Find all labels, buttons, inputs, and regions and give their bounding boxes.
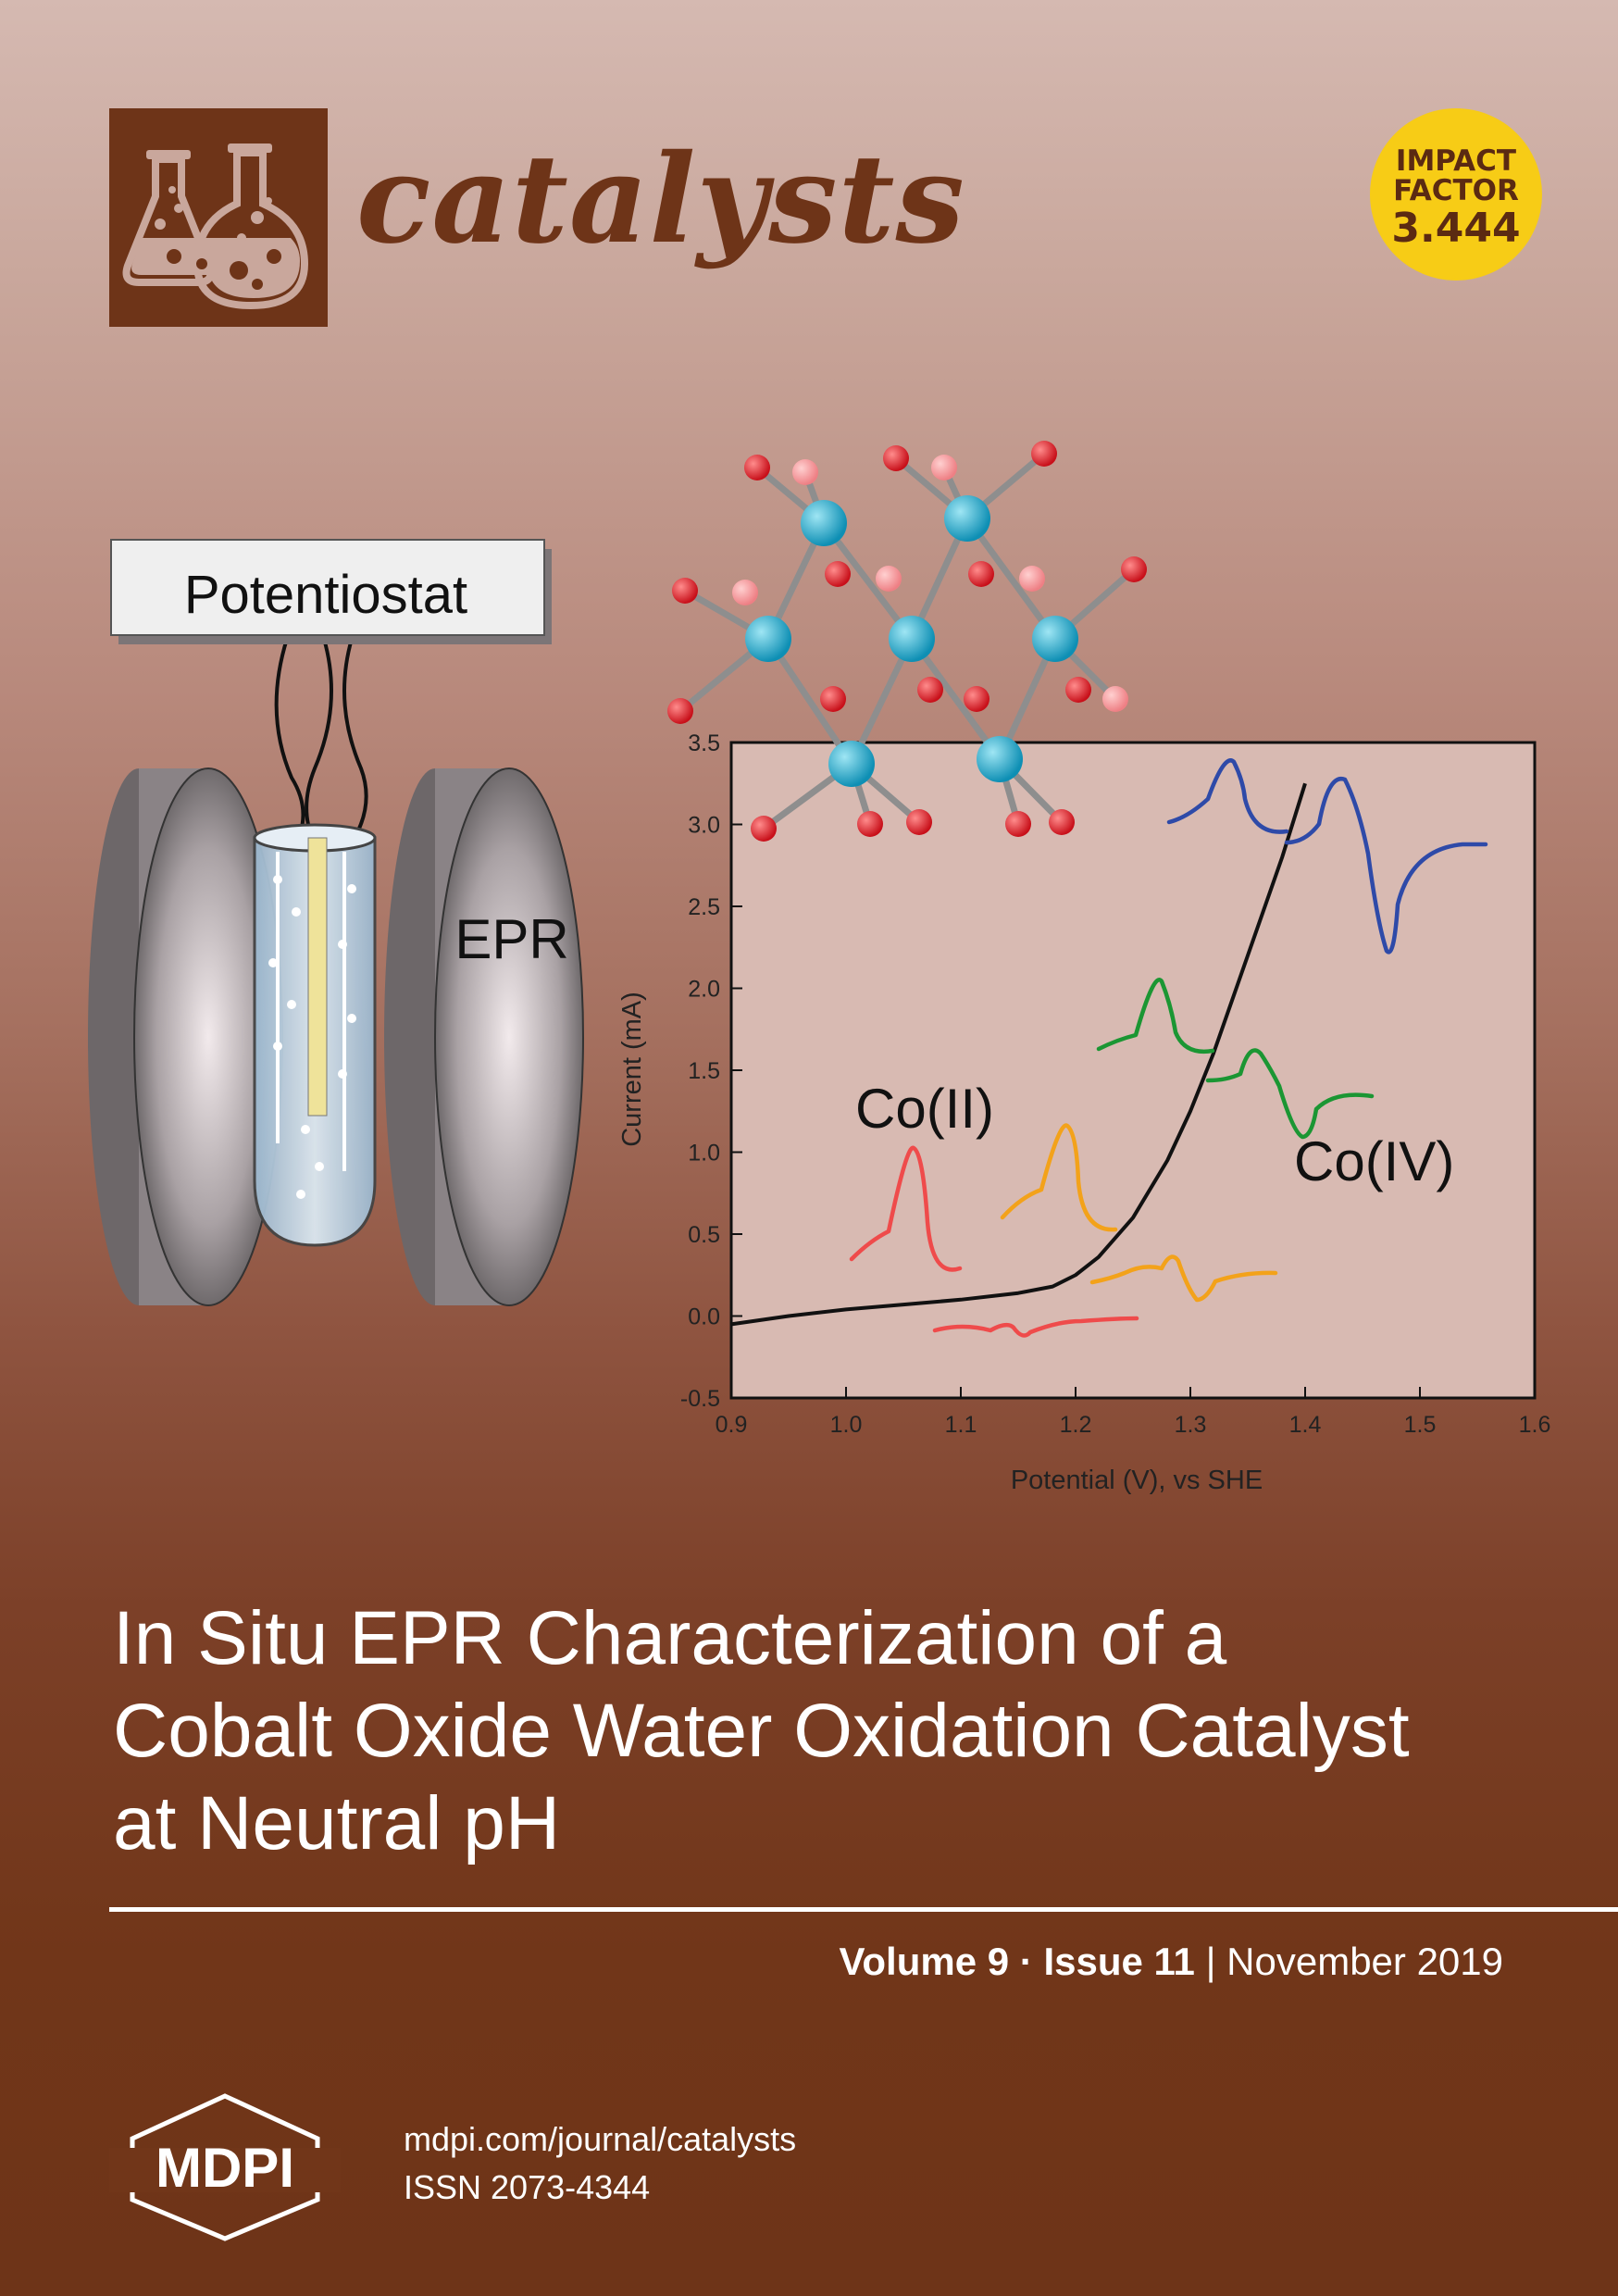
- epr-spectrum-blue-top: [1166, 758, 1289, 834]
- y-tick-label: 0.0: [688, 1304, 720, 1330]
- flask-icon: [122, 144, 309, 310]
- x-tick-label: 1.2: [1060, 1412, 1092, 1438]
- volume-label: Volume 9: [839, 1940, 1010, 1983]
- y-axis-label: Current (mA): [617, 992, 647, 1147]
- epr-magnet-left: [88, 767, 283, 1306]
- issue-bar: |: [1194, 1940, 1227, 1983]
- x-tick-label: 1.6: [1519, 1412, 1551, 1438]
- x-tick-label: 1.0: [830, 1412, 863, 1438]
- y-tick-label: 3.0: [688, 813, 720, 839]
- title-divider: [109, 1907, 1618, 1912]
- journal-name: catalysts: [356, 128, 965, 271]
- x-tick-label: 0.9: [716, 1412, 748, 1438]
- factor-label: FACTOR: [1393, 174, 1519, 207]
- epr-spectrum-green-top: [1096, 978, 1215, 1054]
- cv-chart: 0.9 1.0 1.1 1.2 1.3 1.4 1.5 1.6 -0.5 0.0 0.5 1.0 1.…: [617, 730, 1550, 1495]
- x-tick-label: 1.5: [1404, 1412, 1437, 1438]
- title-line-3: at Neutral pH: [113, 1781, 561, 1866]
- issue-number: Issue 11: [1043, 1940, 1195, 1983]
- epr-spectrum-orange-top: [1000, 1123, 1118, 1232]
- y-tick-label: 2.0: [688, 977, 720, 1003]
- epr-spectrum-green-bottom: [1205, 1048, 1375, 1140]
- article-title: In Situ EPR Characterization of a Cobalt…: [113, 1592, 1557, 1870]
- issn: ISSN 2073-4344: [404, 2168, 651, 2206]
- y-tick-label: 0.5: [688, 1222, 720, 1248]
- co-iv-label: Co(IV): [1294, 1130, 1454, 1192]
- journal-logo: [109, 108, 328, 327]
- epr-spectrum-blue-bottom: [1284, 777, 1488, 955]
- x-axis-label: Potential (V), vs SHE: [1011, 1466, 1263, 1495]
- mdpi-wordmark: MDPI: [156, 2137, 294, 2199]
- potentiostat-label: Potentiostat: [184, 565, 467, 625]
- journal-url[interactable]: mdpi.com/journal/catalysts: [404, 2120, 797, 2158]
- y-tick-label: -0.5: [680, 1386, 720, 1412]
- impact-factor-value: 3.444: [1391, 205, 1521, 252]
- potentiostat-box: [110, 539, 552, 644]
- epr-magnet-right: [384, 767, 584, 1306]
- impact-factor-badge: IMPACT FACTOR 3.444: [1370, 108, 1542, 281]
- x-tick-label: 1.1: [945, 1412, 977, 1438]
- epr-label: EPR: [454, 908, 568, 970]
- epr-spectrum-red-bottom: [932, 1316, 1139, 1338]
- issue-info: Volume 9 · Issue 11 | November 2019: [840, 1940, 1504, 1984]
- impact-label: IMPACT: [1395, 144, 1517, 178]
- cv-series-line: [730, 782, 1307, 1327]
- title-line-1: In Situ EPR Characterization of a: [113, 1596, 1227, 1680]
- cobalt-oxide-structure: [667, 441, 1147, 842]
- mdpi-logo: MDPI: [109, 2093, 341, 2241]
- epr-spectrum-orange-bottom: [1089, 1254, 1278, 1303]
- x-tick-label: 1.4: [1289, 1412, 1322, 1438]
- epr-spectrum-red-top: [849, 1145, 963, 1272]
- y-tick-label: 1.5: [688, 1058, 720, 1084]
- issue-date: November 2019: [1226, 1940, 1503, 1983]
- epr-sample-tube: [253, 823, 377, 1247]
- plot-area: [729, 741, 1537, 1400]
- y-tick-label: 2.5: [688, 894, 720, 920]
- title-line-2: Cobalt Oxide Water Oxidation Catalyst: [113, 1689, 1410, 1773]
- electrode-wires: [274, 638, 368, 854]
- co-ii-label: Co(II): [855, 1078, 994, 1140]
- issue-separator: ·: [1009, 1940, 1044, 1983]
- y-tick-label: 1.0: [688, 1141, 720, 1167]
- y-tick-label: 3.5: [688, 730, 720, 756]
- cover-illustration: EPR Potentiostat 0.9 1.0 1.1 1.2 1.3 1.4 1.5 1.…: [88, 441, 1550, 1495]
- x-tick-label: 1.3: [1175, 1412, 1207, 1438]
